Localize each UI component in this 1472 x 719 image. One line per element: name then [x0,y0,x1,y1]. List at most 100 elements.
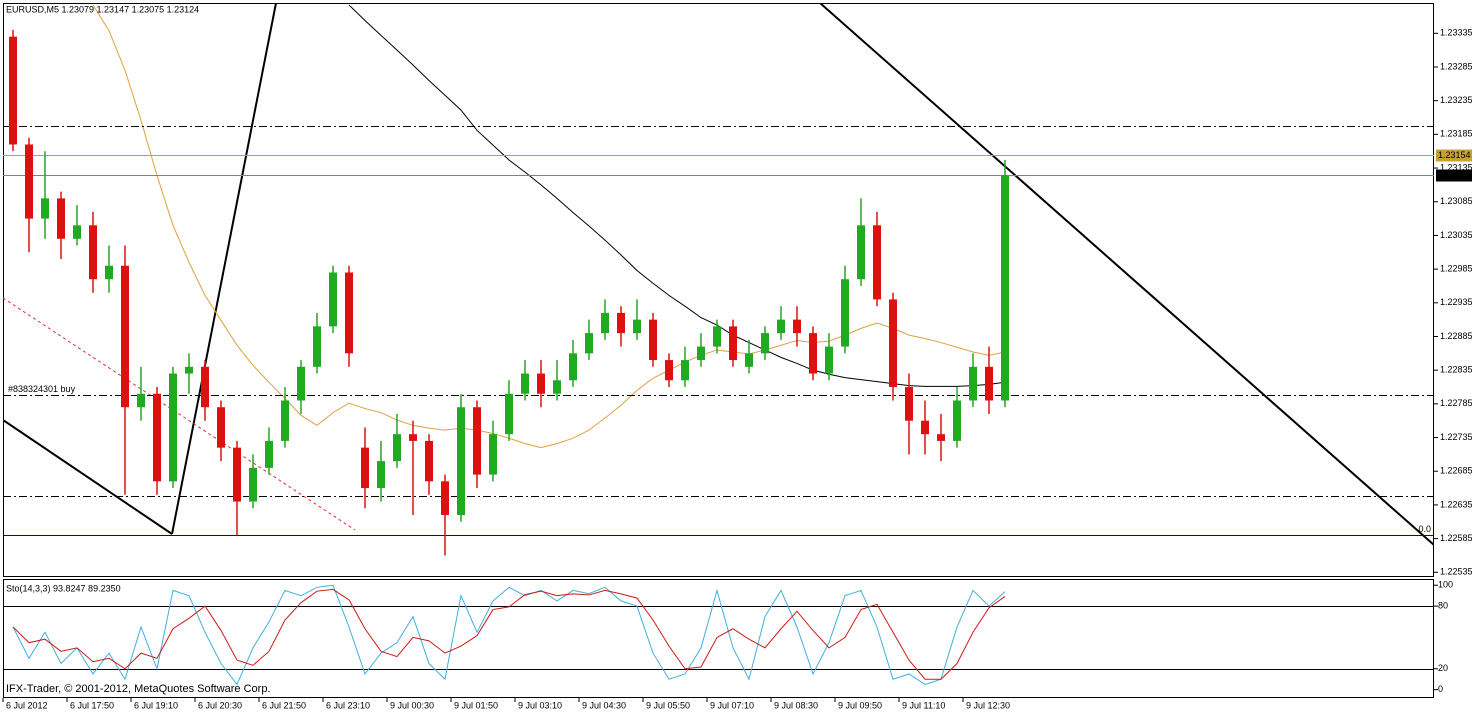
x-tick-label: 9 Jul 09:50 [838,700,882,710]
axes: 1.22535 1.22585 1.22635 1.22685 1.22735 1.227… [2,28,1472,710]
candle-body [873,225,881,300]
candle-body [617,312,625,334]
x-tick-label: 9 Jul 08:30 [774,700,818,710]
trend-line [819,3,1434,546]
candle-body [713,326,721,347]
price-tag [1436,169,1472,182]
candle-body [1001,175,1009,401]
y-tick-label: 100 [1438,580,1453,590]
moving-average [92,4,1006,449]
x-tick-label: 9 Jul 01:50 [454,700,498,710]
level-label: 0.0 [1418,524,1431,534]
y-tick-label: 1.22585 [1440,533,1472,543]
candle-body [233,447,241,502]
y-tick-label: 1.23085 [1440,196,1472,206]
trend-line [3,419,173,535]
candle-body [489,434,497,475]
candle-body [697,346,705,361]
candle-body [105,265,113,280]
candle-body [521,373,529,394]
x-tick-label: 6 Jul 2012 [6,700,48,710]
candle-body [969,366,977,401]
candle-body [569,353,577,381]
candle-body [937,434,945,441]
candle-body [633,319,641,334]
candle-body [505,393,513,435]
candle-body [185,366,193,374]
candle-body [793,319,801,334]
candle-body [329,272,337,327]
candle-body [441,481,449,516]
y-tick-label: 1.22935 [1440,297,1472,307]
x-tick-label: 9 Jul 11:10 [902,700,945,710]
candle-body [169,373,177,482]
x-tick-label: 6 Jul 19:10 [134,700,178,710]
y-tick-label: 20 [1438,663,1448,673]
y-tick-label: 1.23235 [1440,95,1472,105]
candle-body [25,144,33,219]
indicator-plot [3,584,1434,686]
candle-body [729,326,737,361]
x-tick-label: 9 Jul 00:30 [390,700,434,710]
y-tick-label: 1.22685 [1440,466,1472,476]
candle-body [889,299,897,388]
candle-body [761,333,769,354]
y-tick-label: 1.23035 [1440,230,1472,240]
y-tick-label: 1.22735 [1440,432,1472,442]
candle-body [377,461,385,489]
candle-body [953,400,961,441]
chart-title: EURUSD,M5 1.23079 1.23147 1.23075 1.2312… [6,4,199,14]
candle-body [249,467,257,502]
y-tick-label: 1.23285 [1440,61,1472,71]
candle-body [73,225,81,239]
x-tick-label: 9 Jul 07:10 [710,700,754,710]
indicator-line [12,584,1006,686]
candle-body [137,393,145,408]
x-tick-label: 6 Jul 17:50 [70,700,114,710]
candle-body [457,407,465,516]
x-tick-label: 6 Jul 20:30 [198,700,242,710]
y-tick-label: 1.22835 [1440,365,1472,375]
candle-body [201,366,209,408]
candle-body [121,265,129,408]
candle-body [9,36,17,145]
x-tick-label: 9 Jul 04:30 [582,700,626,710]
candle-body [601,312,609,334]
candle-body [393,434,401,462]
candle-body [553,380,561,394]
candle-body [345,272,353,354]
channel-line [3,297,356,531]
y-tick-label: 1.23135 [1440,162,1472,172]
y-tick-label: 1.22985 [1440,263,1472,273]
indicator-title: Sto(14,3,3) 93.8247 89.2350 [6,583,121,593]
candle-body [681,360,689,381]
candle-body [841,279,849,347]
candle-body [409,434,417,441]
candle-body [825,346,833,374]
candle-body [777,319,785,334]
y-tick-label: 1.22535 [1440,567,1472,577]
price-tag [1436,149,1472,162]
candle-body [473,407,481,475]
y-tick-label: 1.22785 [1440,398,1472,408]
candle-body [57,198,65,239]
candle-body [297,366,305,401]
y-tick-label: 1.22885 [1440,331,1472,341]
indicator-line [12,588,1006,680]
y-tick-label: 1.22635 [1440,499,1472,509]
candle-body [809,333,817,374]
candle-body [281,400,289,441]
candle-body [985,366,993,401]
candle-body [665,360,673,381]
main-plot [3,3,1434,556]
price-tag-label: 1.23124 [1438,170,1471,180]
candle-body [217,407,225,448]
x-tick-label: 9 Jul 05:50 [646,700,690,710]
candle-body [537,373,545,394]
candle-body [41,198,49,219]
y-tick-label: 0 [1438,684,1443,694]
y-tick-label: 80 [1438,600,1448,610]
price-tag-label: 1.23154 [1438,150,1471,160]
